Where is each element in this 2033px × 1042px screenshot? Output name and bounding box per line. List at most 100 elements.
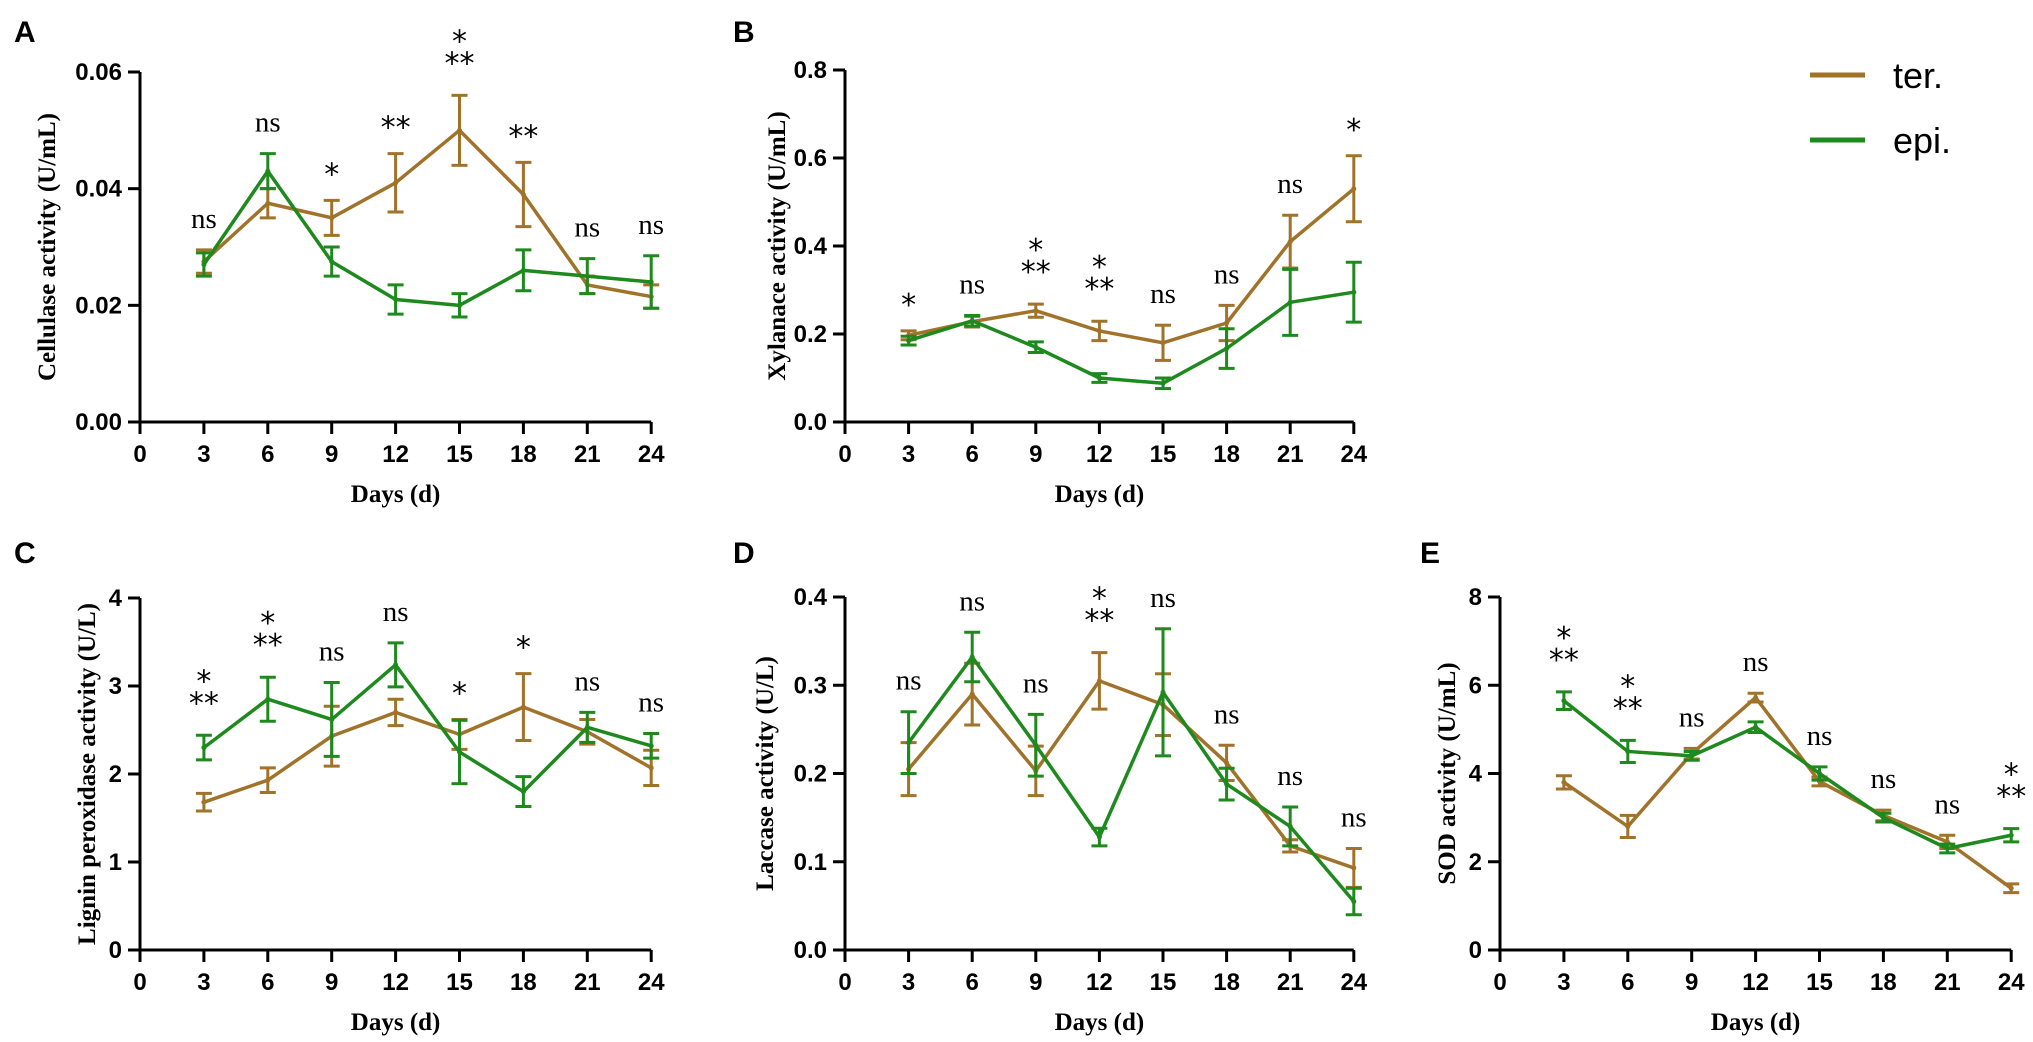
data-point <box>1944 846 1950 852</box>
significance-label: * ** <box>253 606 283 663</box>
series-line <box>1562 695 2013 890</box>
data-point <box>393 709 399 715</box>
panel-letter: C <box>14 537 36 570</box>
series-line <box>202 128 652 299</box>
y-tick-label: 0 <box>109 937 122 964</box>
significance-label: ns <box>1023 667 1049 699</box>
significance-label: ns <box>1277 760 1303 792</box>
significance-label: ns <box>1277 168 1303 200</box>
panel-letter: D <box>733 537 755 570</box>
x-tick-label: 15 <box>1150 441 1177 468</box>
data-point <box>1224 760 1230 766</box>
data-point <box>2008 885 2014 891</box>
data-point <box>1096 678 1102 684</box>
significance-label: ** <box>381 111 411 146</box>
series-line <box>203 705 653 804</box>
y-tick-label: 0.4 <box>794 233 828 260</box>
y-tick-label: 0 <box>1469 937 1482 964</box>
x-tick-label: 6 <box>966 969 979 996</box>
significance-label: ** <box>508 119 538 154</box>
panel-letter: E <box>1420 537 1440 570</box>
series-line <box>908 187 1355 345</box>
data-point <box>1033 308 1039 314</box>
significance-label: ns <box>1871 763 1897 795</box>
y-tick-label: 1 <box>109 849 122 876</box>
significance-label: * ** <box>1084 250 1114 307</box>
data-point <box>265 696 271 702</box>
x-tick-label: 18 <box>1870 969 1897 996</box>
x-axis-title: Days (d) <box>1711 1009 1801 1036</box>
data-point <box>1625 748 1631 754</box>
data-point <box>520 704 526 710</box>
data-point <box>1096 328 1102 334</box>
data-point <box>201 262 207 267</box>
y-tick-label: 0.2 <box>794 321 827 348</box>
data-point <box>329 215 335 221</box>
series-epi <box>195 152 660 319</box>
data-point <box>1753 724 1759 730</box>
x-axis-title: Days (d) <box>351 481 441 508</box>
data-point <box>1753 695 1759 701</box>
x-tick-label: 24 <box>1998 969 2025 996</box>
x-tick-label: 24 <box>1340 969 1367 996</box>
x-tick-label: 3 <box>1557 969 1570 996</box>
significance-label: ns <box>574 212 600 244</box>
y-tick-label: 4 <box>109 585 123 612</box>
data-point <box>1880 815 1886 821</box>
significance-label: * <box>516 631 531 666</box>
data-point <box>201 799 207 805</box>
data-point <box>329 716 335 722</box>
significance-label: ns <box>1214 698 1240 730</box>
significance-label: * ** <box>189 664 219 721</box>
significance-label: * <box>324 157 339 192</box>
significance-label: ns <box>255 107 281 139</box>
series-line <box>202 663 652 794</box>
data-point <box>1224 781 1230 787</box>
x-tick-label: 12 <box>382 969 409 996</box>
series-line <box>908 290 1355 386</box>
x-tick-label: 18 <box>1213 441 1240 468</box>
x-tick-label: 6 <box>1621 969 1634 996</box>
data-point <box>1689 753 1695 759</box>
legend: ter. epi. <box>1810 55 1951 161</box>
significance-label: ns <box>383 596 409 628</box>
x-tick-label: 15 <box>446 969 473 996</box>
significance-label: * <box>1346 113 1361 148</box>
x-tick-label: 15 <box>1806 969 1833 996</box>
x-tick-label: 21 <box>574 441 601 468</box>
chart-panel-b: B 0 3 6 9 12 15 18 21 24 0.0 0.2 0.4 0.6 0.8 Days (d) Xy… <box>733 16 1368 508</box>
x-tick-label: 6 <box>261 969 274 996</box>
significance-label: ns <box>959 269 985 301</box>
y-axis-title: Cellulase activity (U/mL) <box>34 113 61 381</box>
data-point <box>584 273 590 279</box>
data-point <box>1287 823 1293 829</box>
series-line <box>202 169 652 308</box>
x-tick-label: 6 <box>966 441 979 468</box>
x-tick-label: 24 <box>1340 441 1367 468</box>
data-point <box>1033 742 1039 748</box>
x-tick-label: 24 <box>638 441 665 468</box>
data-point <box>906 338 912 344</box>
significance-label: ns <box>1679 701 1705 733</box>
significance-label: ns <box>574 665 600 697</box>
x-tick-label: 9 <box>325 969 338 996</box>
data-point <box>393 180 399 186</box>
legend-label-ter: ter. <box>1893 55 1943 96</box>
legend-label-epi: epi. <box>1893 120 1951 161</box>
y-tick-label: 3 <box>109 673 122 700</box>
x-tick-label: 18 <box>510 441 537 468</box>
data-point <box>329 259 335 265</box>
x-tick-label: 21 <box>1934 969 1961 996</box>
significance-label: ns <box>1150 582 1176 614</box>
x-tick-label: 0 <box>838 441 851 468</box>
series-ter <box>900 154 1362 362</box>
significance-label: ns <box>638 687 664 719</box>
y-tick-label: 0.1 <box>794 849 827 876</box>
y-tick-label: 0.0 <box>794 409 827 436</box>
y-tick-label: 0.02 <box>75 292 122 319</box>
series-epi <box>900 260 1362 391</box>
data-point <box>1287 299 1293 305</box>
data-point <box>1625 823 1631 829</box>
